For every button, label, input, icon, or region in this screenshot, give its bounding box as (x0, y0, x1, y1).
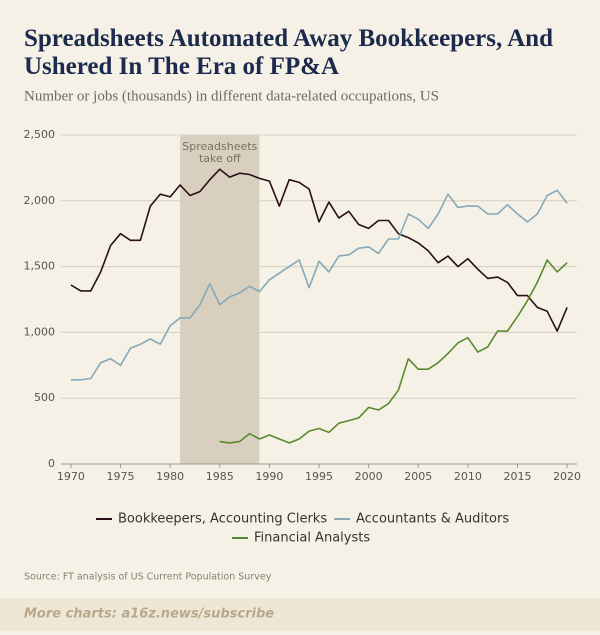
x-tick-label: 2020 (553, 470, 581, 483)
shade-span (180, 135, 260, 464)
y-tick-label: 1,000 (24, 325, 56, 338)
x-tick-label: 2010 (454, 470, 482, 483)
x-tick-label: 1970 (57, 470, 85, 483)
x-tick-label: 2005 (404, 470, 432, 483)
chart-title: Spreadsheets Automated Away Bookkeepers,… (24, 25, 553, 80)
y-tick-label: 500 (34, 391, 55, 404)
series-line (70, 168, 568, 332)
y-tick-label: 2,000 (24, 194, 56, 207)
legend-label: Financial Analysts (254, 531, 370, 546)
y-tick-label: 0 (48, 457, 55, 470)
x-tick-label: 2015 (503, 470, 531, 483)
source: Source: FT analysis of US Current Popula… (24, 572, 272, 583)
x-tick-label: 2000 (355, 470, 383, 483)
legend-label: Bookkeepers, Accounting Clerks (118, 512, 327, 527)
x-tick-label: 1995 (305, 470, 333, 483)
footer-band (0, 598, 600, 631)
footer: More charts: a16z.news/subscribe (24, 607, 274, 622)
legend-label: Accountants & Auditors (356, 512, 509, 527)
annotation: take off (199, 152, 241, 165)
annotation: Spreadsheets (182, 140, 257, 153)
y-tick-label: 1,500 (24, 260, 56, 273)
chart-subtitle: Number or jobs (thousands) in different … (24, 88, 439, 104)
y-tick-label: 2,500 (24, 128, 56, 141)
x-tick-label: 1975 (107, 470, 135, 483)
series-line (70, 189, 568, 381)
series-line (219, 259, 568, 444)
x-tick-label: 1980 (156, 470, 184, 483)
x-tick-label: 1985 (206, 470, 234, 483)
x-tick-label: 1990 (255, 470, 283, 483)
